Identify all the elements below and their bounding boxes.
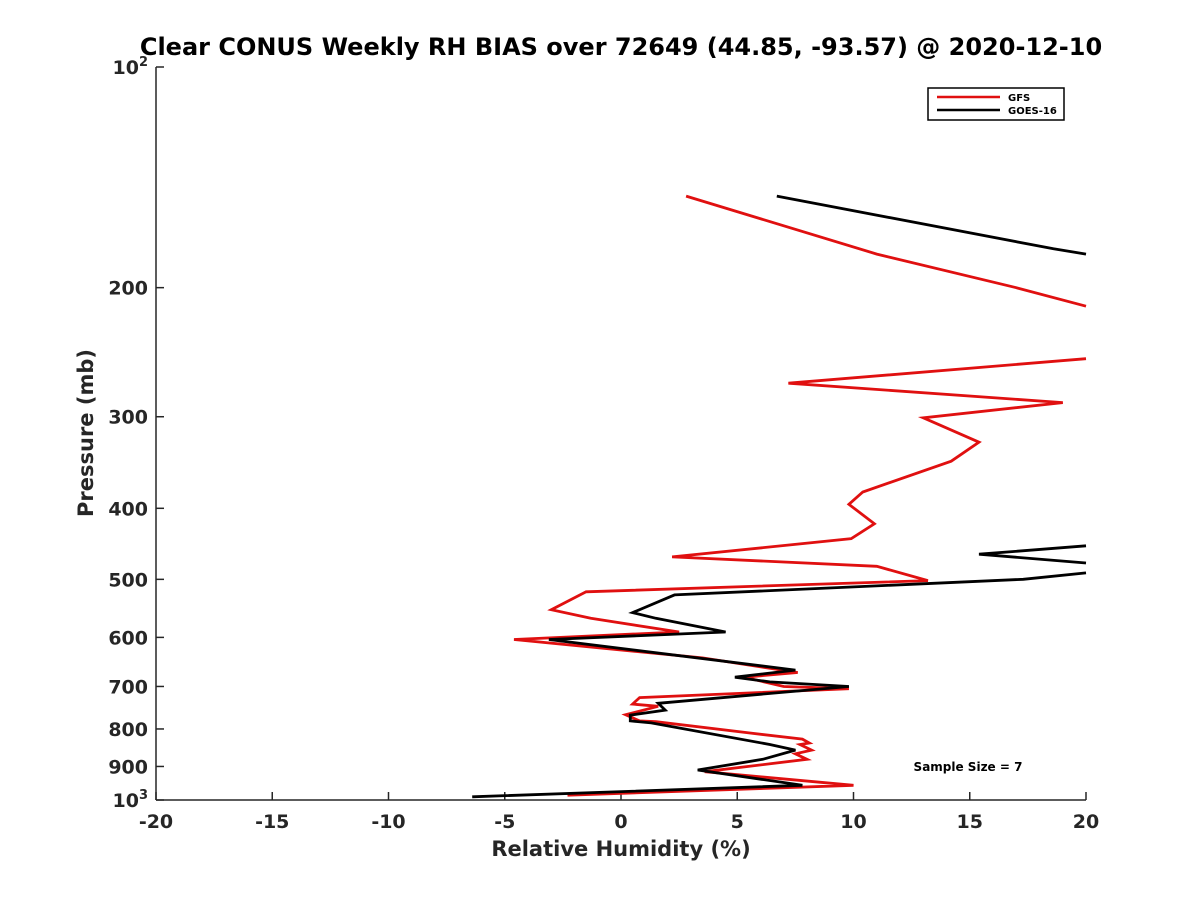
series-line-goes16	[776, 194, 1087, 256]
y-tick-label: 500	[108, 569, 148, 591]
x-tick-label: 15	[957, 811, 983, 833]
x-tick-label: 5	[731, 811, 744, 833]
legend: GFS GOES-16	[927, 87, 1065, 121]
sample-size-annotation: Sample Size = 7	[914, 760, 1023, 774]
series-line-gfs	[685, 194, 1087, 308]
y-tick-label: 200	[108, 278, 148, 300]
y-tick-label: 700	[108, 676, 148, 698]
legend-label-gfs: GFS	[1008, 93, 1030, 104]
series-line-goes16	[472, 571, 1087, 799]
y-tick-label: 900	[108, 756, 148, 778]
x-tick-label: 0	[614, 811, 627, 833]
legend-box	[927, 87, 1065, 121]
plot-axes	[155, 67, 1086, 801]
x-tick-label: -10	[371, 811, 405, 833]
y-tick-label: 103	[113, 788, 149, 812]
y-tick-label: 102	[113, 55, 149, 79]
y-axis-label: Pressure (mb)	[74, 349, 98, 517]
y-axis-ticks: 102 200 300 400 500 600 700 800 900 103	[108, 55, 164, 812]
series-lines	[472, 194, 1087, 799]
y-tick-label: 400	[108, 498, 148, 520]
series-line-gfs	[513, 357, 1087, 797]
y-tick-label: 600	[108, 627, 148, 649]
y-tick-label: 300	[108, 407, 148, 429]
x-axis-ticks: -20 -15 -10 -5 0 5 10 15 20	[139, 792, 1099, 833]
y-tick-label: 800	[108, 719, 148, 741]
series-line-goes16	[978, 544, 1087, 565]
chart-title: Clear CONUS Weekly RH BIAS over 72649 (4…	[140, 33, 1102, 61]
x-tick-label: -20	[139, 811, 173, 833]
x-tick-label: 20	[1073, 811, 1099, 833]
x-tick-label: -15	[255, 811, 289, 833]
x-axis-label: Relative Humidity (%)	[491, 837, 750, 861]
x-tick-label: -5	[494, 811, 515, 833]
legend-label-goes16: GOES-16	[1008, 106, 1057, 117]
x-tick-label: 10	[840, 811, 866, 833]
